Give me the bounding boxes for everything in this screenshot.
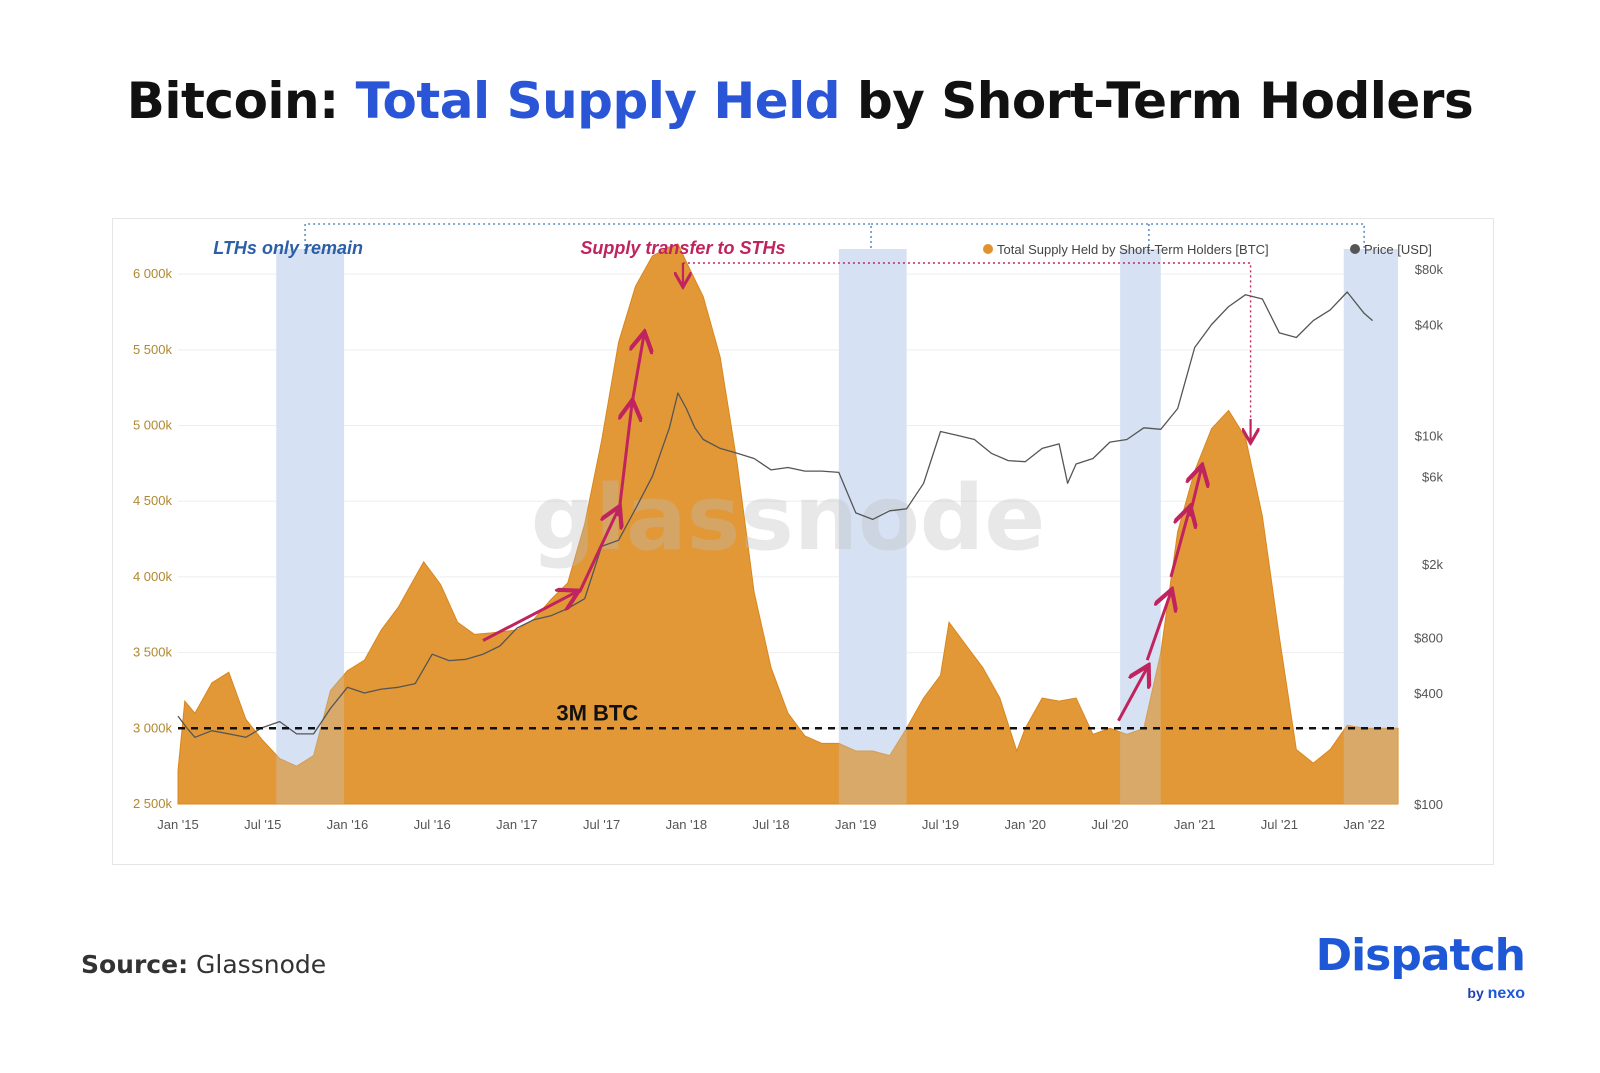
title-part-1: Bitcoin: [126, 72, 356, 130]
chart-title: Bitcoin: Total Supply Held by Short-Term… [0, 72, 1600, 130]
watermark: glassnode [531, 466, 1046, 571]
y-right-tick-label: $800 [1414, 631, 1443, 646]
y-right-tick-label: $2k [1422, 557, 1443, 572]
brand-by: by [1467, 985, 1484, 1001]
lth-bracket [304, 223, 872, 251]
trend-arrow [617, 403, 633, 517]
trend-arrow [482, 592, 576, 642]
trend-arrow [1190, 468, 1202, 517]
x-tick-label: Jul '17 [583, 817, 620, 832]
trend-arrow [1169, 509, 1190, 578]
title-highlight: Total Supply Held [355, 72, 841, 130]
y-left-tick-label: 4 500k [133, 493, 173, 508]
supply-area [177, 243, 1399, 805]
lth-band [1343, 249, 1398, 804]
title-part-2: by Short-Term Hodlers [840, 72, 1474, 130]
source-label: Source: [81, 950, 189, 979]
y-left-tick-label: 2 500k [133, 796, 173, 811]
lth-band-overlay [838, 249, 907, 804]
legend-label: Price [USD] [1364, 242, 1432, 257]
source-line: Source: Glassnode [81, 950, 326, 979]
y-right-tick-label: $40k [1415, 317, 1444, 332]
trend-arrow [578, 509, 619, 593]
x-tick-label: Jul '16 [414, 817, 451, 832]
legend-swatch [1350, 244, 1360, 254]
x-tick-label: Jul '19 [922, 817, 959, 832]
lth-band-overlay [276, 249, 345, 804]
price-line [177, 291, 1374, 738]
x-tick-label: Jul '15 [244, 817, 281, 832]
threshold-label: 3M BTC [556, 700, 638, 725]
x-tick-label: Jan '17 [496, 817, 538, 832]
brand-sub: by nexo [1467, 985, 1525, 1003]
x-tick-label: Jan '18 [666, 817, 708, 832]
y-right-tick-label: $100 [1414, 797, 1443, 812]
lth-band-overlay [1343, 249, 1398, 804]
y-left-tick-label: 6 000k [133, 266, 173, 281]
x-tick-label: Jul '18 [752, 817, 789, 832]
y-right-tick-label: $80k [1415, 262, 1444, 277]
x-tick-label: Jan '22 [1343, 817, 1385, 832]
y-left-tick-label: 3 500k [133, 645, 173, 660]
brand-partner: nexo [1487, 985, 1525, 1002]
lth-band-overlay [1120, 249, 1161, 804]
x-tick-label: Jul '20 [1091, 817, 1128, 832]
y-left-tick-label: 5 500k [133, 342, 173, 357]
y-right-tick-label: $6k [1422, 469, 1443, 484]
lth-bracket-right [871, 223, 1365, 251]
y-right-tick-label: $10k [1415, 428, 1444, 443]
legend-swatch [983, 244, 993, 254]
trend-arrow [1117, 668, 1147, 722]
x-tick-label: Jul '21 [1261, 817, 1298, 832]
trend-arrow [632, 335, 644, 404]
x-tick-label: Jan '15 [157, 817, 199, 832]
legend-label: Total Supply Held by Short-Term Holders … [997, 242, 1269, 257]
source-value: Glassnode [188, 950, 327, 979]
brand-logo: Dispatch by nexo [1305, 930, 1526, 1003]
y-right-tick-label: $400 [1414, 686, 1443, 701]
chart-svg: 2 500k 3 000k 3 500k 4 000k 4 500k 5 000k 5 50… [133, 223, 1444, 832]
brand-name: Dispatch [1315, 930, 1526, 981]
transfer-connector [682, 262, 1252, 419]
x-tick-label: Jan '20 [1004, 817, 1046, 832]
y-left-tick-label: 5 000k [133, 418, 173, 433]
transfer-annotation: Supply transfer to STHs [580, 238, 785, 258]
x-tick-label: Jan '21 [1174, 817, 1216, 832]
lth-band [838, 249, 907, 804]
trend-arrow [1145, 592, 1171, 661]
chart-frame: 2 500k 3 000k 3 500k 4 000k 4 500k 5 000k 5 50… [112, 218, 1494, 865]
y-left-tick-label: 4 000k [133, 569, 173, 584]
lth-annotation: LTHs only remain [213, 238, 363, 258]
x-tick-label: Jan '19 [835, 817, 877, 832]
y-left-tick-label: 3 000k [133, 720, 173, 735]
x-tick-label: Jan '16 [327, 817, 369, 832]
